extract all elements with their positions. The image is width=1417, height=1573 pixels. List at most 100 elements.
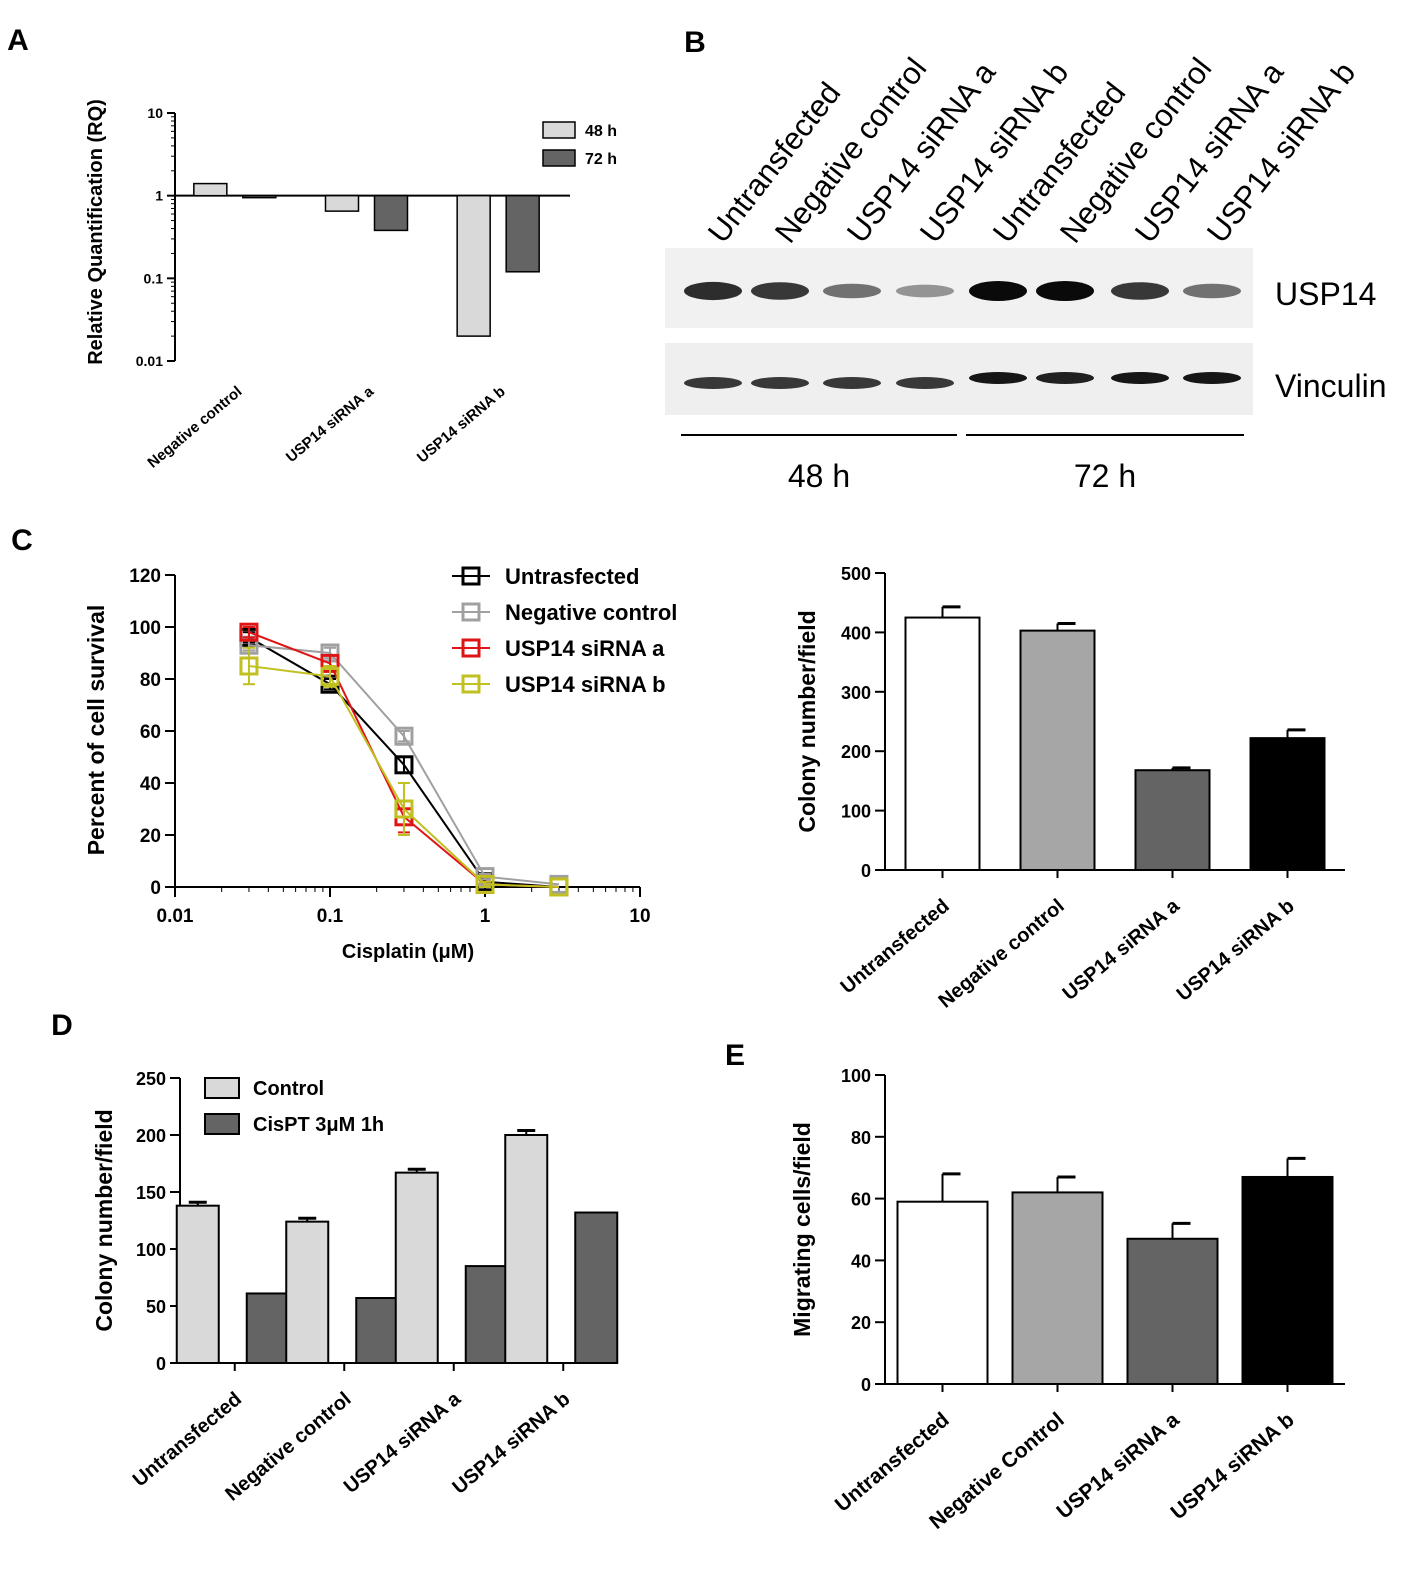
- b-band-usp14-4: [896, 284, 954, 298]
- panel-label-d: D: [51, 1009, 73, 1042]
- e-y-tick-label: 40: [851, 1251, 871, 1271]
- c1-y-tick-label: 20: [140, 826, 161, 847]
- d-y-tick-label: 150: [136, 1183, 166, 1203]
- e-y-axis-label: Migrating cells/field: [789, 1122, 815, 1337]
- c1-legend-marker-negative-control: [461, 602, 481, 622]
- e-y-tick-label: 100: [841, 1066, 871, 1086]
- b-group-label-48-h: 48 h: [788, 458, 850, 494]
- d-x-tick-label: USP14 siRNA a: [340, 1387, 466, 1498]
- c1-point-usp14-sirna-b: [394, 799, 414, 819]
- b-band-vinculin-8: [1183, 372, 1241, 384]
- c2-bar-usp14-sirna-a: [1134, 769, 1211, 872]
- panel-label-c: C: [11, 524, 33, 557]
- d-y-tick-label: 200: [136, 1126, 166, 1146]
- c1-legend-label-usp14-sirna-a: USP14 siRNA a: [505, 636, 665, 661]
- c2-y-tick-label: 300: [841, 683, 871, 703]
- c2-x-tick-label: USP14 siRNA b: [1173, 895, 1299, 1006]
- d-bar-cispt-3-m-1h-usp14-sirna-b: [574, 1211, 619, 1365]
- a-bar-72-h-negative-control: [242, 194, 277, 199]
- panel-label-e: E: [725, 1039, 745, 1072]
- d-bar-cispt-3-m-1h-untransfected: [245, 1292, 290, 1364]
- a-x-tick-label: Negative control: [144, 383, 245, 472]
- d-legend-swatch-cispt-3-m-1h: [204, 1113, 240, 1135]
- panel-label-a: A: [7, 24, 29, 57]
- d-x-tick-label: USP14 siRNA b: [449, 1388, 575, 1499]
- c2-y-tick-label: 100: [841, 802, 871, 822]
- a-bar-72-h-usp14-sirna-a: [373, 194, 409, 232]
- c1-legend-label-untrasfected: Untrasfected: [505, 564, 639, 589]
- c1-y-tick-label: 80: [140, 670, 161, 691]
- c2-y-tick-label: 400: [841, 623, 871, 643]
- c1-point-untrasfected: [394, 755, 414, 775]
- d-y-tick-label: 250: [136, 1069, 166, 1089]
- d-bar-control-negative-control: [285, 1220, 330, 1365]
- a-x-tick-label: USP14 siRNA a: [283, 383, 378, 466]
- e-bar-usp14-sirna-a: [1126, 1237, 1219, 1386]
- a-legend-label-48-h: 48 h: [585, 123, 617, 140]
- a-y-axis-label: Relative Quantification (RQ): [85, 99, 107, 365]
- c1-point-usp14-sirna-b: [320, 666, 340, 686]
- a-legend-swatch-48-h: [542, 121, 576, 139]
- e-x-tick-label: USP14 siRNA b: [1167, 1408, 1299, 1524]
- c1-point-usp14-sirna-a: [239, 622, 259, 642]
- b-band-usp14-7: [1111, 282, 1169, 300]
- d-y-tick-label: 50: [146, 1297, 166, 1317]
- d-bar-control-usp14-sirna-b: [504, 1134, 549, 1364]
- c1-y-tick-label: 120: [129, 566, 161, 587]
- c2-y-tick-label: 200: [841, 742, 871, 762]
- d-x-tick-label: Untransfected: [129, 1388, 246, 1491]
- d-bar-cispt-3-m-1h-negative-control: [355, 1297, 400, 1365]
- b-band-vinculin-4: [896, 377, 954, 389]
- d-legend-swatch-control: [204, 1077, 240, 1099]
- b-band-usp14-5: [969, 281, 1027, 301]
- b-band-vinculin-7: [1111, 372, 1169, 384]
- panel-label-b: B: [684, 26, 706, 59]
- a-legend-swatch-72-h: [542, 149, 576, 167]
- c1-y-tick-label: 60: [140, 722, 161, 743]
- a-y-tick-label: 0.01: [136, 353, 163, 369]
- a-bar-72-h-usp14-sirna-b: [505, 194, 540, 273]
- c1-legend-label-negative-control: Negative control: [505, 600, 677, 625]
- c1-point-usp14-sirna-b: [475, 874, 495, 894]
- a-y-tick-label: 1: [155, 188, 163, 204]
- b-band-vinculin-2: [751, 377, 809, 389]
- d-y-axis-label: Colony number/field: [91, 1109, 117, 1331]
- c2-bar-usp14-sirna-b: [1249, 737, 1326, 872]
- e-y-tick-label: 20: [851, 1313, 871, 1333]
- d-bar-control-untransfected: [175, 1204, 220, 1365]
- c1-point-usp14-sirna-b: [549, 877, 569, 897]
- b-band-usp14-1: [684, 281, 742, 301]
- c1-legend-marker-usp14-sirna-a: [461, 638, 481, 658]
- c2-bar-negative-control: [1019, 629, 1096, 871]
- b-row-label-usp14: USP14: [1275, 276, 1376, 312]
- c1-x-tick-label: 0.1: [317, 906, 344, 927]
- e-bar-negative-control: [1011, 1191, 1104, 1386]
- a-bar-48-h-usp14-sirna-a: [324, 194, 360, 212]
- d-legend-label-control: Control: [253, 1078, 324, 1100]
- c1-y-tick-label: 100: [129, 618, 161, 639]
- e-bar-usp14-sirna-b: [1241, 1175, 1334, 1385]
- c1-legend-label-usp14-sirna-b: USP14 siRNA b: [505, 672, 666, 697]
- a-y-tick-label: 0.1: [144, 270, 164, 286]
- a-bar-48-h-negative-control: [193, 182, 228, 197]
- e-x-tick-label: Untransfected: [831, 1408, 954, 1516]
- c2-bar-untransfected: [904, 616, 981, 871]
- e-x-tick-label: USP14 siRNA a: [1052, 1408, 1184, 1524]
- e-bar-untransfected: [896, 1200, 989, 1385]
- b-band-usp14-6: [1036, 281, 1094, 301]
- c1-legend-marker-usp14-sirna-b: [461, 674, 481, 694]
- c1-point-negative-control: [394, 726, 414, 746]
- a-legend-label-72-h: 72 h: [585, 151, 617, 168]
- c1-y-tick-label: 0: [150, 878, 161, 899]
- c1-x-tick-label: 10: [629, 906, 650, 927]
- c1-y-tick-label: 40: [140, 774, 161, 795]
- c2-y-tick-label: 0: [861, 861, 871, 881]
- e-y-tick-label: 60: [851, 1190, 871, 1210]
- b-band-usp14-8: [1183, 283, 1241, 299]
- c1-point-usp14-sirna-b: [239, 656, 259, 676]
- b-band-usp14-2: [751, 282, 809, 300]
- d-bar-cispt-3-m-1h-usp14-sirna-a: [464, 1265, 509, 1364]
- e-y-tick-label: 0: [861, 1375, 871, 1395]
